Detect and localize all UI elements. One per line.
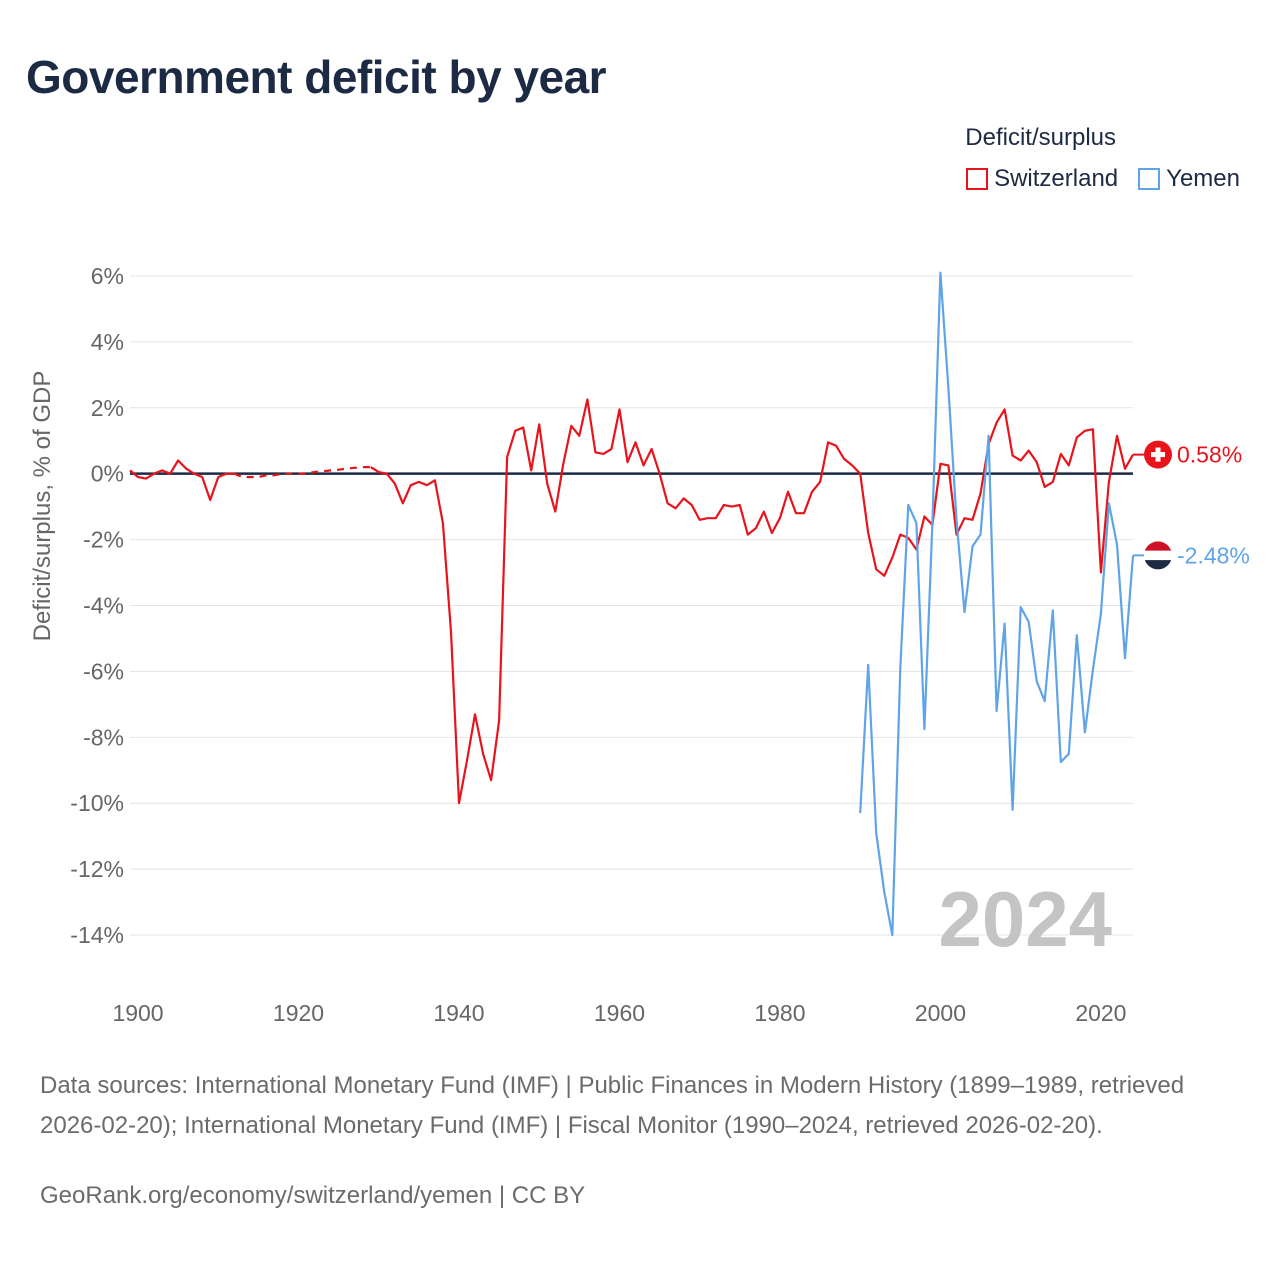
y-axis-ticks: 6% 4% 2% 0% -2% -4% -6% -8% -10% -12% -14%	[70, 263, 124, 948]
series-lines	[129, 271, 1135, 937]
grid-lines	[130, 275, 1133, 936]
flag-band-black	[1144, 560, 1172, 570]
legend: Switzerland Yemen	[966, 165, 1240, 193]
y-tick-label: 0%	[91, 461, 124, 487]
end-value-label-switzerland: 0.58%	[1177, 442, 1242, 468]
x-axis-ticks: 1900 1920 1940 1960 1980 2000 2020	[112, 1000, 1126, 1026]
credit-link[interactable]: GeoRank.org/economy/switzerland/yemen | …	[40, 1182, 586, 1209]
legend-item-switzerland[interactable]: Switzerland	[966, 165, 1118, 193]
line-chart: 6% 4% 2% 0% -2% -4% -6% -8% -10% -12% -14% 1900 192…	[29, 263, 1250, 1026]
y-tick-label: 4%	[91, 329, 124, 355]
y-tick-label: 2%	[91, 395, 124, 421]
legend-swatch-switzerland	[966, 168, 989, 190]
y-tick-label: -8%	[83, 724, 124, 750]
data-sources: Data sources: International Monetary Fun…	[40, 1072, 1185, 1139]
end-value-label-yemen: -2.48%	[1177, 542, 1250, 568]
x-tick-label: 1900	[112, 1000, 163, 1026]
legend-swatch-yemen	[1138, 168, 1161, 190]
series-line-dashed-switzerland	[233, 466, 371, 479]
yemen-flag-icon	[1144, 541, 1172, 570]
y-tick-label: -4%	[83, 593, 124, 619]
x-tick-label: 1920	[273, 1000, 324, 1026]
x-tick-label: 1960	[594, 1000, 645, 1026]
y-tick-label: -12%	[70, 856, 124, 882]
series-line-switzerland	[129, 459, 235, 502]
legend-item-yemen[interactable]: Yemen	[1138, 165, 1240, 193]
x-tick-label: 2000	[915, 1000, 966, 1026]
y-tick-label: -14%	[70, 922, 124, 948]
flag-band-white	[1144, 550, 1172, 561]
series-line-switzerland	[370, 398, 1134, 805]
end-markers: 0.58% -2.48%	[1133, 440, 1250, 570]
series-line-yemen	[859, 271, 1135, 937]
y-tick-label: -10%	[70, 790, 124, 816]
year-watermark: 2024	[938, 875, 1112, 963]
legend-label-switzerland: Switzerland	[994, 165, 1119, 192]
x-tick-label: 2020	[1075, 1000, 1126, 1026]
chart-title: Government deficit by year	[26, 51, 607, 103]
legend-label-yemen: Yemen	[1166, 165, 1240, 192]
legend-title: Deficit/surplus	[965, 124, 1116, 151]
flag-band-red	[1144, 541, 1172, 551]
y-tick-label: -2%	[83, 527, 124, 553]
x-tick-label: 1980	[754, 1000, 805, 1026]
x-tick-label: 1940	[433, 1000, 484, 1026]
flag-cross-v	[1155, 447, 1161, 462]
y-tick-label: -6%	[83, 658, 124, 684]
y-tick-label: 6%	[91, 263, 124, 289]
y-axis-label: Deficit/surplus, % of GDP	[29, 371, 56, 642]
